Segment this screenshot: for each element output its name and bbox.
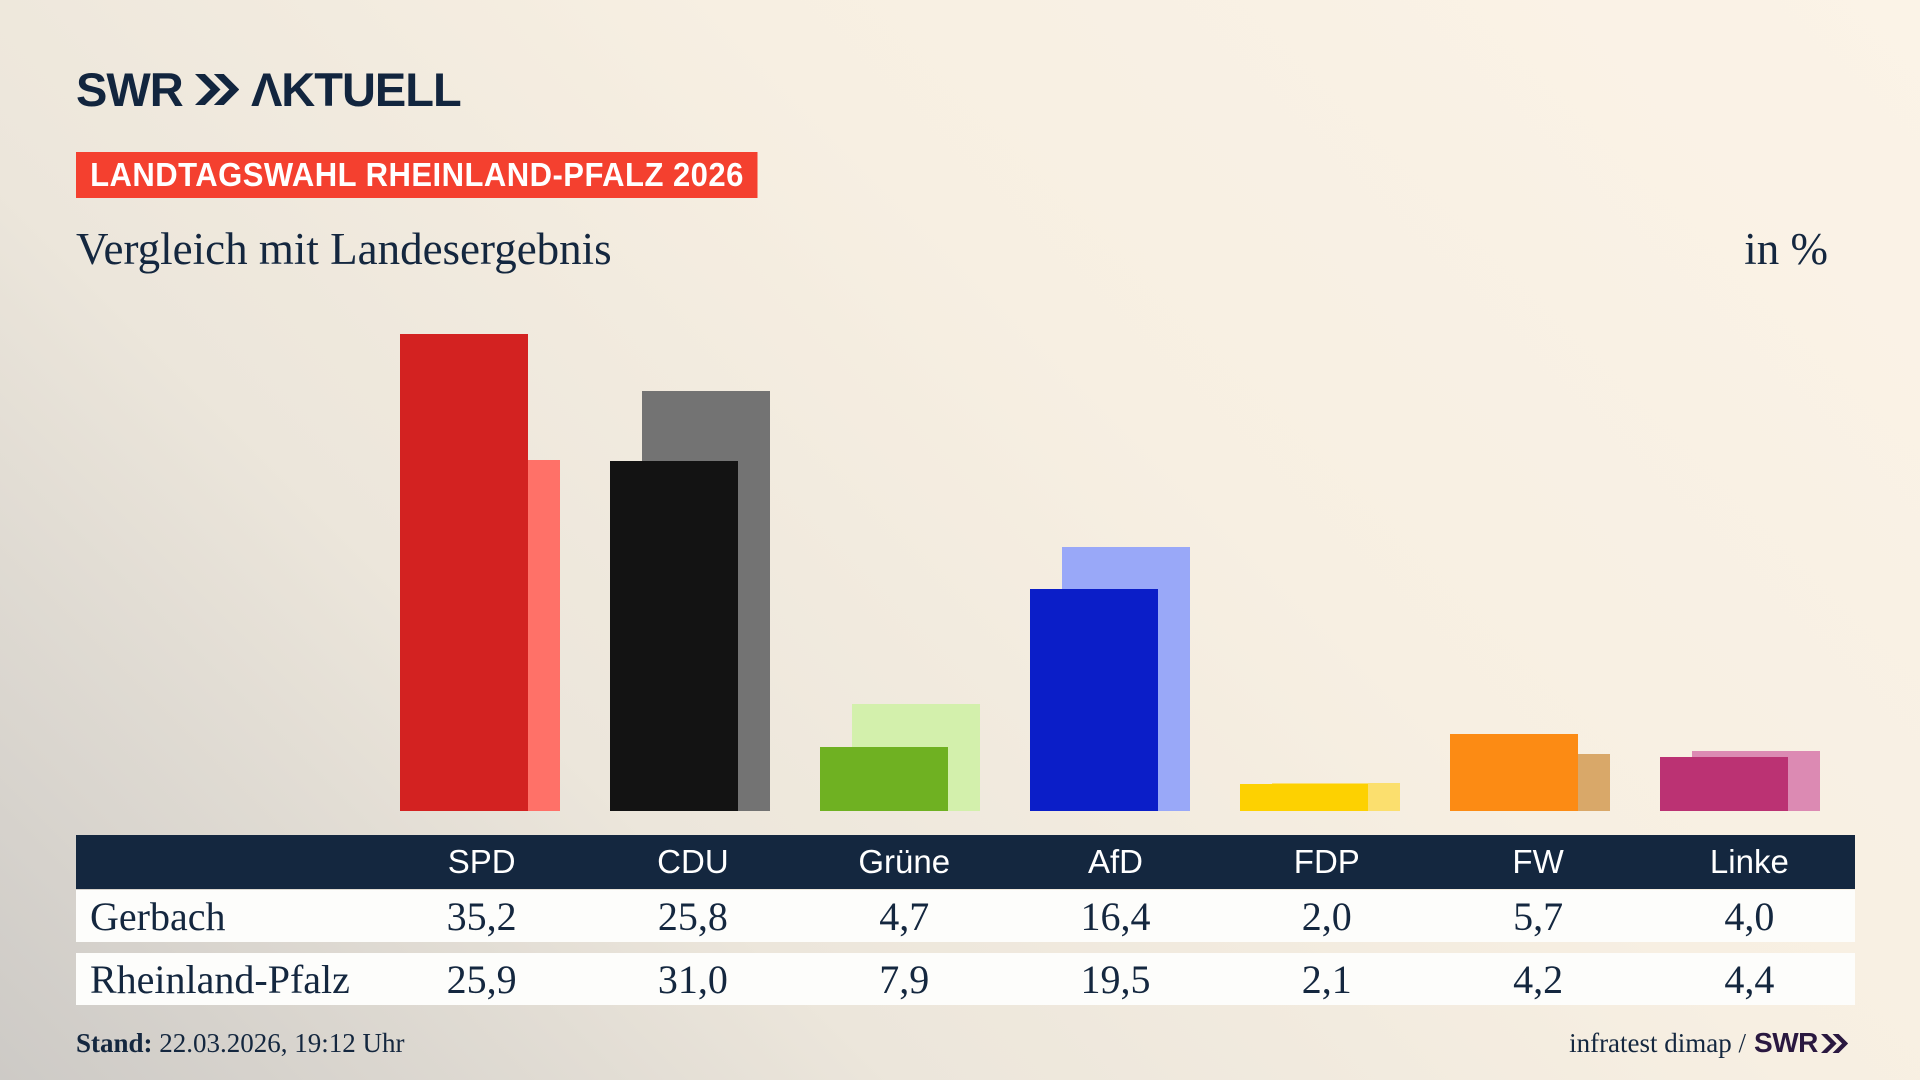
source-credit: infratest dimap / SWR [1569,1027,1848,1059]
row-label: Rheinland-Pfalz [90,956,350,1002]
value-linke: 4,4 [1724,956,1775,1002]
bar-gerbach-afd [1030,589,1158,811]
bar-gerbach-fdp [1240,784,1368,811]
title-row: Vergleich mit Landesergebnis in % [76,222,1828,276]
value-linke: 4,0 [1724,893,1775,939]
source-text: infratest dimap / [1569,1027,1747,1058]
timestamp-label: Stand: [76,1027,153,1058]
value-afd: 19,5 [1080,956,1151,1002]
value-spd: 35,2 [446,893,517,939]
aktuell-logo-text: ΛKTUELL [250,63,462,116]
unit-label: in % [1744,224,1828,274]
double-chevron-icon [194,74,239,105]
bar-gerbach-linke [1660,757,1788,811]
bar-gerbach-fw [1450,734,1578,811]
swr-logo-text: SWR [76,63,184,116]
value-grüne: 4,7 [879,893,930,939]
column-header-fw: FW [1512,843,1564,880]
column-header-afd: AfD [1087,843,1143,880]
value-fw: 5,7 [1513,893,1564,939]
table-body: Gerbach 35,2 25,8 4,7 16,4 2,0 5,7 4,0 Rheinland… [76,890,1855,1005]
value-spd: 25,9 [446,956,517,1002]
row-label: Gerbach [90,893,226,939]
double-chevron-icon [1820,1033,1848,1053]
footer: Stand: 22.03.2026, 19:12 Uhr infratest d… [76,1027,1848,1059]
timestamp-value: 22.03.2026, 19:12 Uhr [159,1027,405,1058]
column-header-cdu: CDU [657,843,729,880]
results-table: SPD CDU Grüne AfD FDP FW Linke Gerbach 35,2 25,8… [76,835,1855,1005]
timestamp: Stand: 22.03.2026, 19:12 Uhr [76,1028,405,1059]
table-row-gerbach: Gerbach 35,2 25,8 4,7 16,4 2,0 5,7 4,0 [76,890,1855,942]
value-afd: 16,4 [1080,893,1151,939]
swr-source-logo: SWR [1754,1027,1848,1059]
column-header-fdp: FDP [1293,843,1360,880]
swr-source-logo-text: SWR [1754,1027,1818,1058]
value-cdu: 31,0 [657,956,728,1002]
election-badge: LANDTAGSWAHL RHEINLAND-PFALZ 2026 [76,152,758,198]
column-header-linke: Linke [1709,843,1789,880]
column-header-spd: SPD [447,843,516,880]
table-row-rheinland-pfalz: Rheinland-Pfalz 25,9 31,0 7,9 19,5 2,1 4,2 4,4 [76,953,1855,1005]
value-fdp: 2,1 [1301,956,1352,1002]
chart-title: Vergleich mit Landesergebnis [76,224,612,274]
column-header-grüne: Grüne [858,843,951,880]
value-cdu: 25,8 [657,893,728,939]
table-header-row: SPD CDU Grüne AfD FDP FW Linke [76,835,1855,889]
bar-gerbach-spd [400,334,528,811]
bar-chart [76,330,1855,811]
value-grüne: 7,9 [879,956,930,1002]
bar-gerbach-cdu [610,461,738,811]
swr-aktuell-logo: SWR ΛKTUELL [76,63,462,116]
value-fw: 4,2 [1513,956,1564,1002]
value-fdp: 2,0 [1301,893,1352,939]
bar-gerbach-grüne [820,747,948,811]
